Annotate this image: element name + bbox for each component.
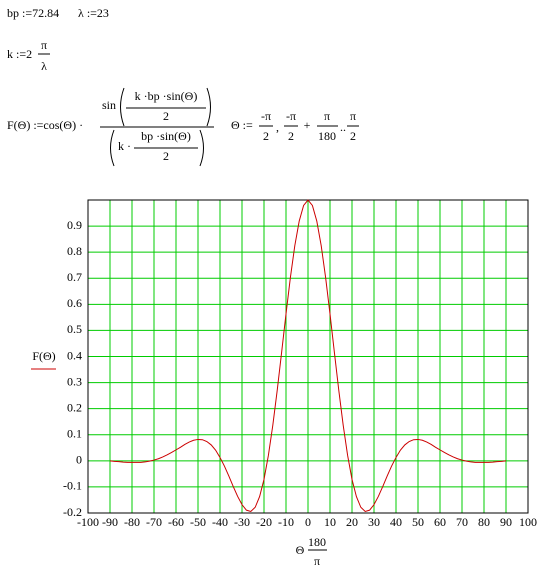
x-tick-label: -60	[168, 515, 184, 529]
paren	[110, 129, 204, 167]
y-axis-label: F(Θ)	[32, 349, 55, 363]
operator: ..	[340, 120, 346, 134]
denominator: 2	[163, 149, 169, 163]
x-tick-label: 80	[478, 515, 490, 529]
y-tick-label: 0.4	[67, 348, 82, 362]
x-tick-label: 40	[390, 515, 402, 529]
x-tick-label: -50	[190, 515, 206, 529]
equation: Θ :=	[231, 118, 253, 132]
denominator: λ	[41, 59, 47, 73]
denominator: 2	[350, 129, 356, 143]
x-axis-label: 180	[308, 535, 326, 549]
numerator: -π	[261, 109, 271, 123]
y-tick-label: 0.9	[67, 218, 82, 232]
numerator: -π	[286, 109, 296, 123]
denominator: 180	[318, 129, 336, 143]
x-tick-label: -30	[234, 515, 250, 529]
function: sin	[102, 98, 116, 112]
line	[109, 199, 507, 512]
y-tick-label: 0.2	[67, 400, 82, 414]
x-tick-label: -100	[77, 515, 99, 529]
x-tick-label: -70	[146, 515, 162, 529]
equation: F(Θ) :=cos(Θ) ·	[7, 118, 83, 132]
x-tick-label: 70	[456, 515, 468, 529]
y-tick-label: 0.6	[67, 296, 82, 310]
x-tick-label: 60	[434, 515, 446, 529]
y-tick-label: 0.3	[67, 374, 82, 388]
y-tick-label: 0.8	[67, 244, 82, 258]
paren	[120, 87, 211, 127]
x-tick-label: -90	[102, 515, 118, 529]
x-tick-label: 0	[305, 515, 311, 529]
y-tick-label: -0.1	[63, 479, 82, 493]
numerator: π	[41, 38, 47, 52]
y-tick-label: 0.7	[67, 270, 82, 284]
plot: -0.2-0.100.10.20.30.40.50.60.70.80.9-100…	[63, 199, 537, 529]
x-tick-label: 100	[519, 515, 537, 529]
denominator: 2	[288, 129, 294, 143]
y-tick-label: -0.2	[63, 505, 82, 519]
denominator: k ·	[118, 139, 131, 153]
x-axis-label: Θ	[296, 543, 305, 557]
comma: ,	[276, 120, 279, 134]
x-tick-label: -40	[212, 515, 228, 529]
numerator: bp ·sin(Θ)	[141, 129, 191, 143]
denominator: 2	[263, 129, 269, 143]
x-axis-label: π	[314, 554, 320, 568]
x-tick-label: 90	[500, 515, 512, 529]
x-tick-label: 50	[412, 515, 424, 529]
y-tick-label: 0.5	[67, 322, 82, 336]
numerator: π	[324, 109, 330, 123]
equation: λ :=23	[78, 6, 109, 20]
equation: bp :=72.84	[7, 6, 59, 20]
x-tick-label: -10	[278, 515, 294, 529]
numerator: k ·bp ·sin(Θ)	[135, 89, 198, 103]
x-tick-label: -20	[256, 515, 272, 529]
y-tick-label: 0.1	[67, 427, 82, 441]
y-tick-label: 0	[76, 453, 82, 467]
denominator: 2	[163, 109, 169, 123]
x-tick-label: 30	[368, 515, 380, 529]
numerator: π	[350, 109, 356, 123]
x-tick-label: 10	[324, 515, 336, 529]
equation: k :=2	[7, 47, 32, 61]
x-tick-label: -80	[124, 515, 140, 529]
operator: +	[304, 118, 311, 132]
x-tick-label: 20	[346, 515, 358, 529]
